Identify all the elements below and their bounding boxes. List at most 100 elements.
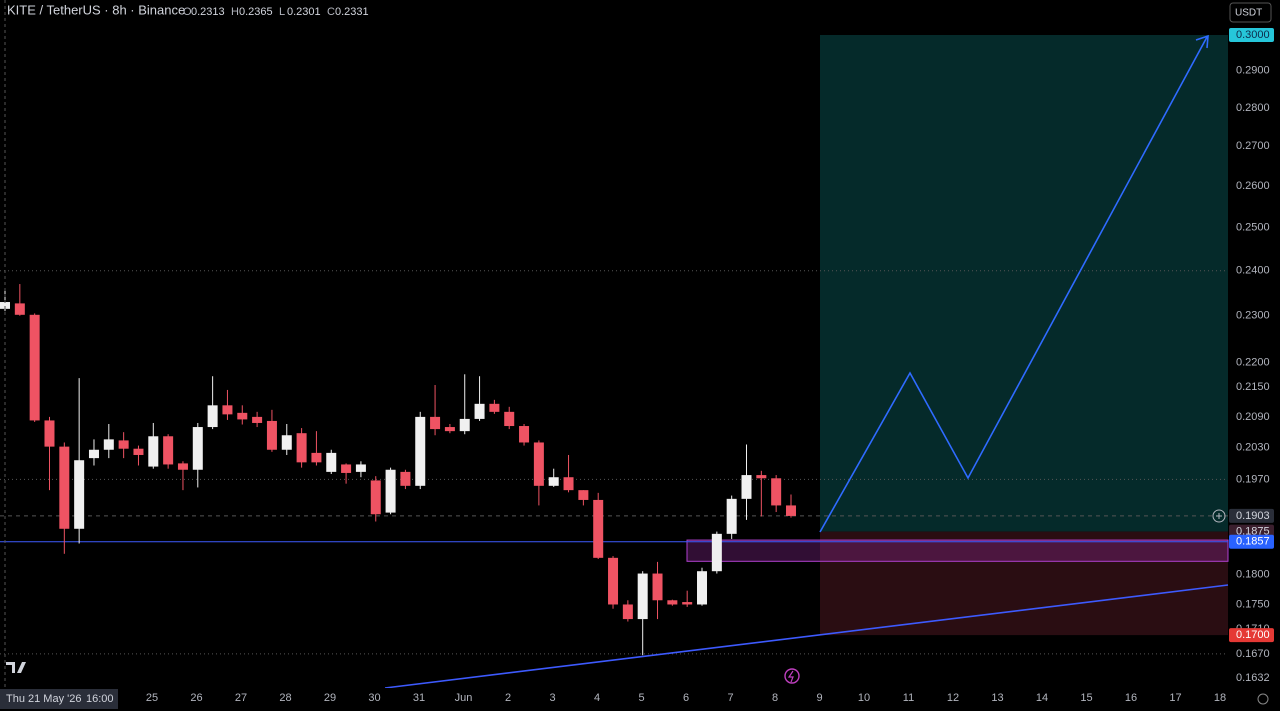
y-tick-label: 0.1670 [1236, 648, 1270, 660]
candle-body [192, 427, 203, 470]
x-tick-label: 26 [190, 692, 202, 704]
price-badge [1229, 628, 1274, 643]
price-badge [1229, 508, 1274, 523]
ohlc-value: 0.2331 [335, 6, 369, 18]
candle-body [474, 403, 485, 419]
candle-body [29, 314, 40, 421]
price-axis: 0.2900 0.2800 0.2700 0.2600 0.2500 0.2400 0.23… [1229, 27, 1274, 684]
currency-box[interactable] [1229, 2, 1272, 23]
x-tick-label: 4 [594, 692, 600, 704]
y-tick-label: 0.2700 [1236, 140, 1270, 152]
candle-body [370, 480, 381, 515]
candle-body [118, 440, 129, 449]
candle-body [667, 600, 678, 605]
ohlc-value: 0.2365 [239, 6, 273, 18]
ohlc-value: 0.2301 [287, 6, 321, 18]
candle-body [771, 478, 782, 506]
price-badge-label: 0.1700 [1236, 629, 1270, 641]
candle-body [355, 464, 366, 472]
cursor-time-box [0, 689, 118, 709]
candle-body [519, 426, 530, 443]
projection-path [819, 36, 1208, 533]
candle-body [311, 452, 322, 463]
add-alert-button[interactable] [1212, 509, 1226, 523]
x-tick-label: 6 [683, 692, 689, 704]
x-tick-label: 14 [1036, 692, 1048, 704]
x-tick-label: 17 [1169, 692, 1181, 704]
candle-body [103, 439, 114, 450]
x-tick-label: 8 [772, 692, 778, 704]
candle-body [237, 412, 248, 420]
candle-body [296, 433, 307, 463]
target-zone [820, 34, 1228, 532]
time-axis [0, 688, 1228, 711]
price-badge [1229, 534, 1274, 549]
candle-body [0, 302, 10, 309]
candle-body [593, 499, 604, 558]
ohlc-key: C [327, 6, 335, 18]
settings-button[interactable] [1257, 693, 1269, 705]
projection-arrowhead [1195, 34, 1209, 49]
candle-body [281, 435, 292, 450]
currency-selector[interactable]: USDT [1229, 2, 1272, 23]
candle-body [430, 416, 441, 430]
x-tick-label: 29 [324, 692, 336, 704]
candle-body [252, 416, 263, 423]
candle-body [756, 475, 767, 479]
candle-body [222, 405, 233, 415]
x-tick-label: 28 [279, 692, 291, 704]
candle-body [548, 477, 559, 486]
candle-body [682, 602, 693, 605]
y-tick-label: 0.1970 [1236, 473, 1270, 485]
candle-body [44, 420, 55, 447]
x-tick-label: 15 [1080, 692, 1092, 704]
candle-body [533, 442, 544, 486]
candle-body [459, 418, 470, 432]
candle-body [637, 573, 648, 620]
y-tick-label: 0.1750 [1236, 598, 1270, 610]
y-tick-label: 0.2150 [1236, 381, 1270, 393]
candle-body [622, 604, 633, 620]
candle-body [133, 448, 144, 455]
x-tick-label: Jun [455, 692, 473, 704]
logo-mark [6, 662, 26, 673]
candle-body [177, 463, 188, 470]
price-badge-label: 0.1857 [1236, 536, 1270, 548]
candle-body [341, 464, 352, 473]
event-icon[interactable] [784, 668, 800, 684]
x-tick-label: 16 [1125, 692, 1137, 704]
candle-body [785, 505, 796, 516]
candle-body [326, 452, 337, 472]
candle-body [415, 416, 426, 486]
cursor-time: 16:00 [86, 693, 114, 705]
currency-label: USDT [1235, 8, 1262, 19]
candle-body [14, 303, 25, 315]
candle-body [608, 557, 619, 605]
y-tick-label: 0.2800 [1236, 102, 1270, 114]
x-tick-label: 31 [413, 692, 425, 704]
y-tick-label: 0.2600 [1236, 180, 1270, 192]
candle-body [385, 469, 396, 513]
drawings-bg [0, 34, 1229, 655]
demand-zone [686, 539, 1229, 562]
candle-body [489, 403, 500, 412]
candle-body [59, 446, 70, 529]
y-tick-label: 0.2400 [1236, 265, 1270, 277]
y-tick-label: 0.2500 [1236, 222, 1270, 234]
candle-body [652, 573, 663, 601]
price-badge-label: 0.1875 [1236, 525, 1270, 537]
price-badge-label: 0.3000 [1236, 29, 1270, 41]
ohlc-value: 0.2313 [191, 6, 225, 18]
x-tick-label: 9 [816, 692, 822, 704]
event-bolt [787, 670, 794, 683]
x-tick-label: 3 [549, 692, 555, 704]
drawings-top [4, 0, 1229, 689]
candle-body [400, 471, 411, 486]
y-tick-label: 0.2900 [1236, 65, 1270, 77]
x-tick-label: 5 [638, 692, 644, 704]
candle-body [148, 436, 159, 467]
candle-body [697, 571, 708, 605]
x-tick-label: 30 [368, 692, 380, 704]
ohlc-key: L [279, 6, 285, 18]
